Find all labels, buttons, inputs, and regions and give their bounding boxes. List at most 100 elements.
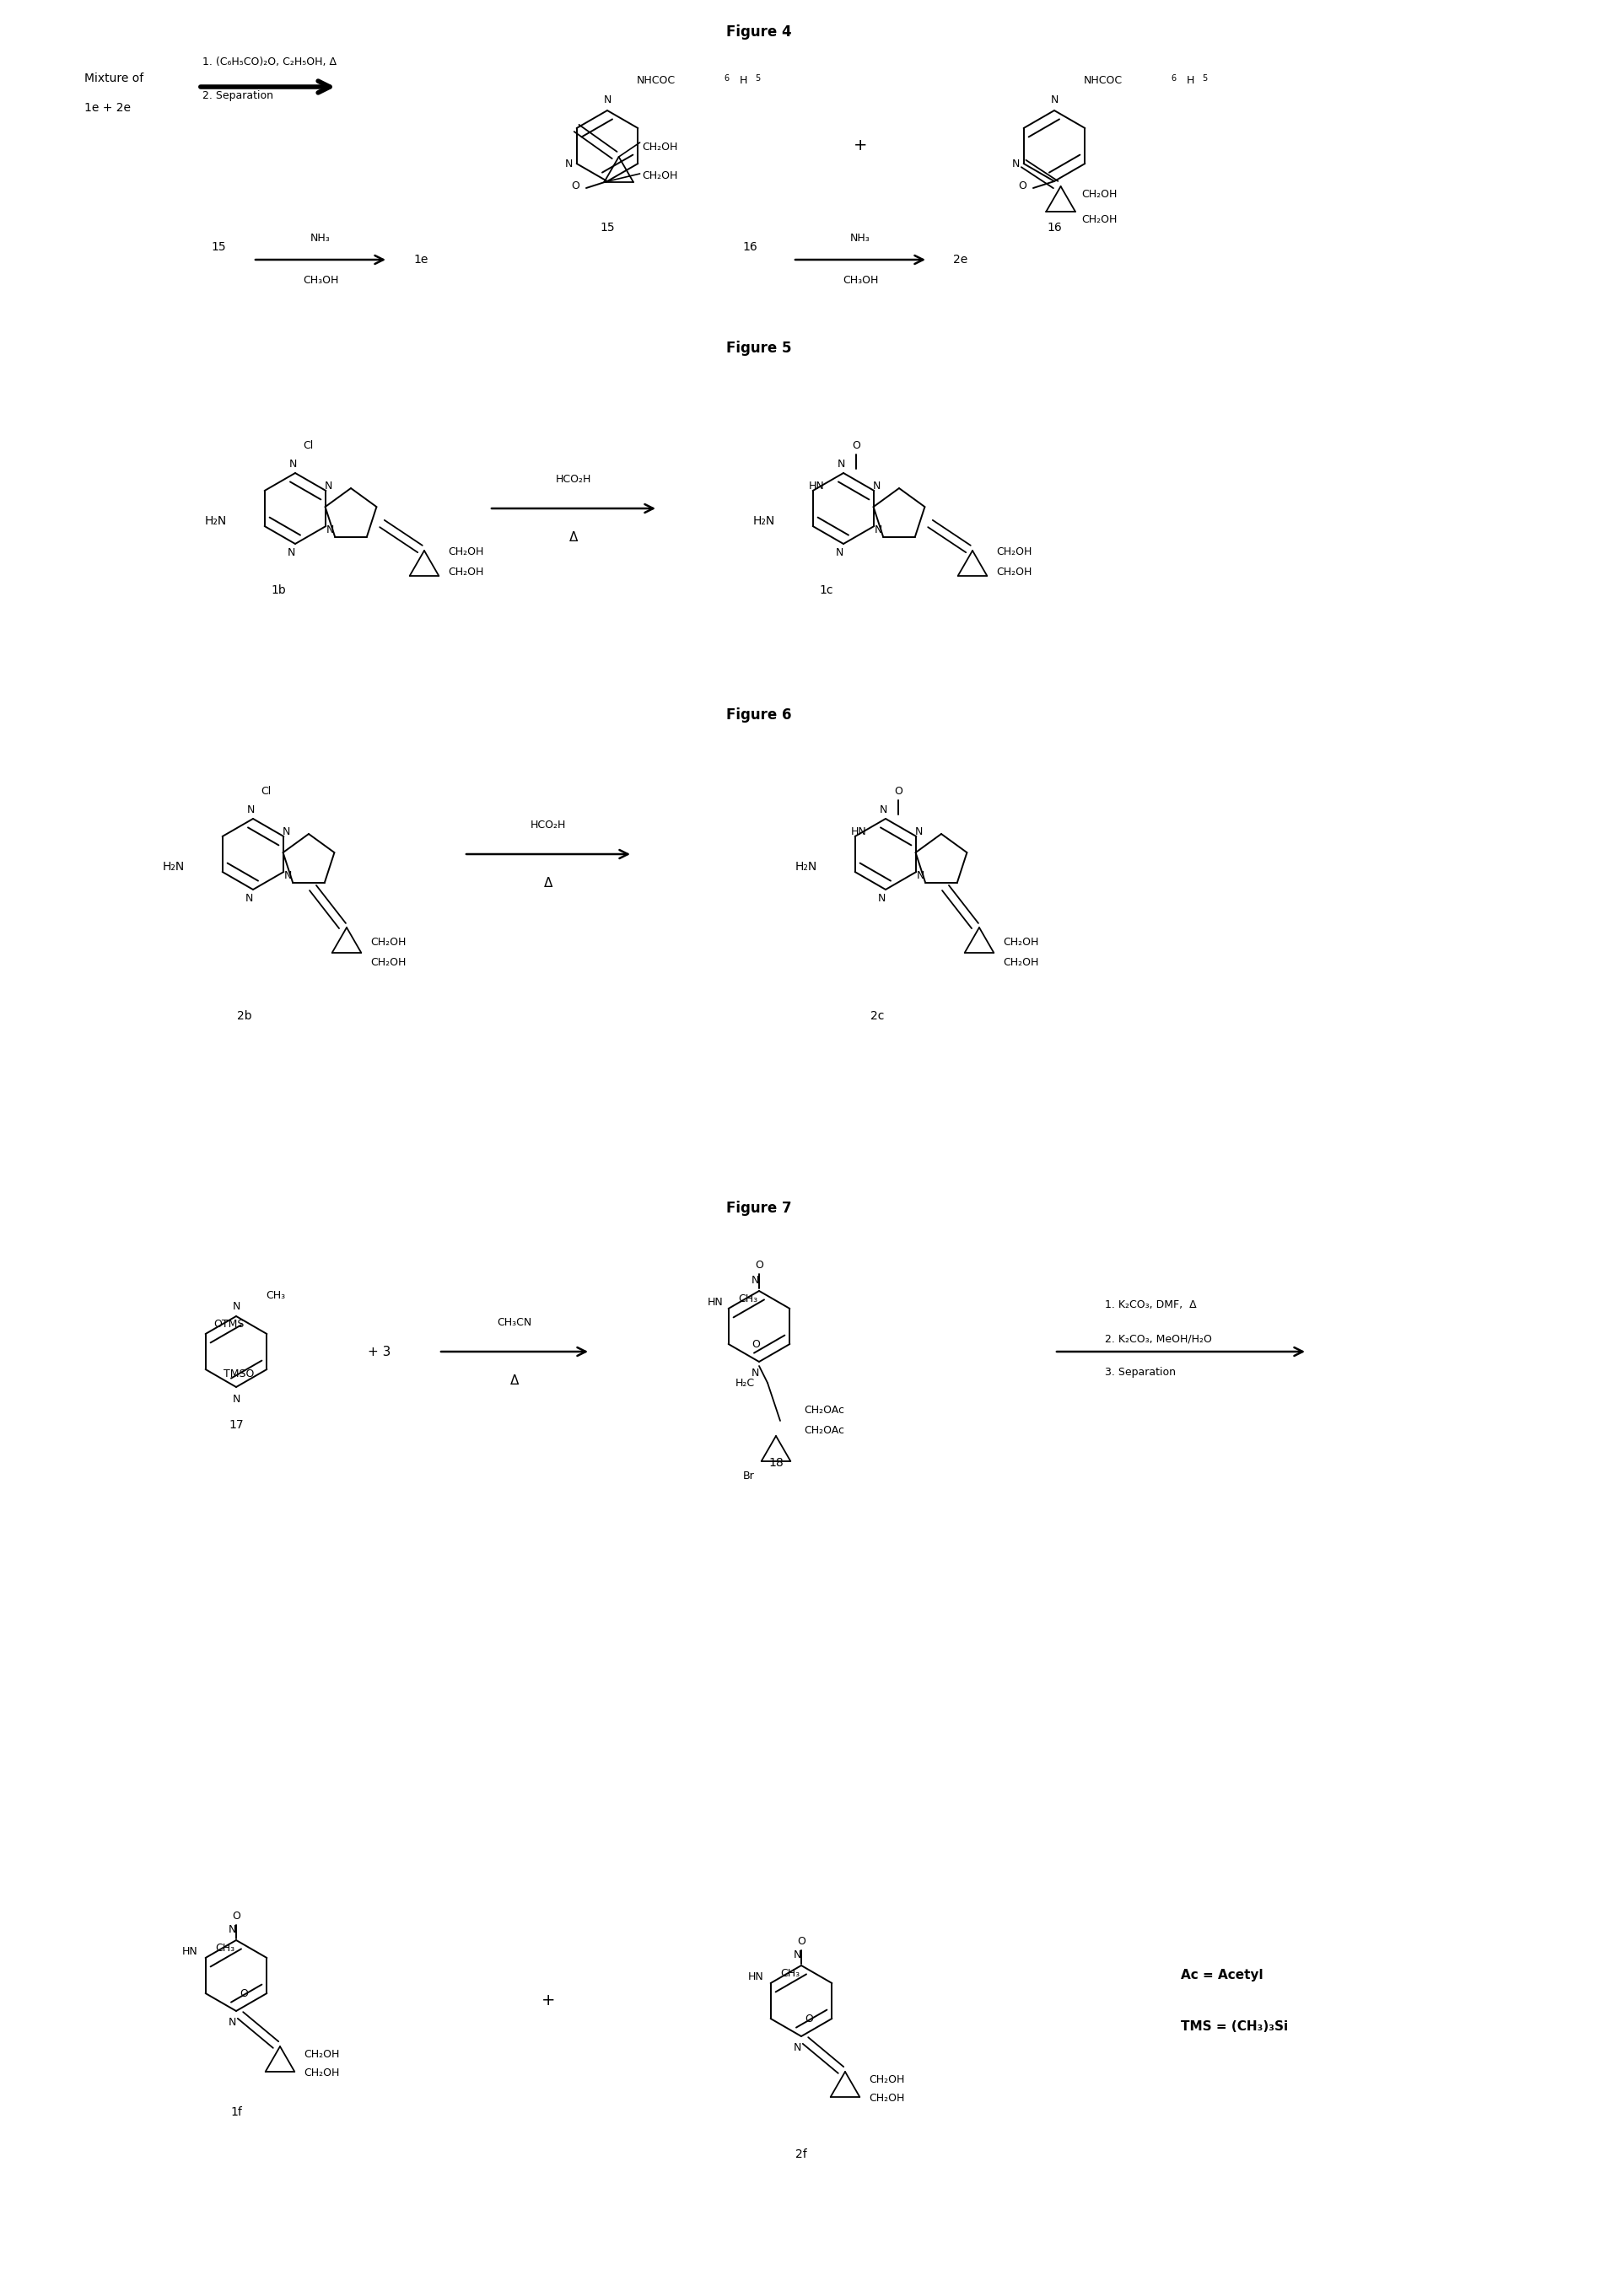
- Text: H₂C: H₂C: [736, 1378, 755, 1389]
- Text: Figure 5: Figure 5: [726, 340, 792, 356]
- Text: CH₂OH: CH₂OH: [304, 2050, 339, 2060]
- Text: Cl: Cl: [261, 785, 270, 797]
- Text: CH₂OH: CH₂OH: [448, 546, 483, 558]
- Text: CH₂OH: CH₂OH: [1003, 937, 1038, 948]
- Text: 2. Separation: 2. Separation: [203, 90, 274, 101]
- Text: 15: 15: [211, 241, 226, 253]
- Text: N: N: [246, 806, 254, 815]
- Text: N: N: [915, 827, 923, 838]
- Text: O: O: [805, 2014, 813, 2025]
- Text: O: O: [894, 785, 902, 797]
- Text: O: O: [797, 1936, 805, 1947]
- Text: HCO₂H: HCO₂H: [555, 473, 592, 484]
- Text: H₂N: H₂N: [795, 861, 818, 872]
- Text: CH₂OH: CH₂OH: [997, 567, 1032, 576]
- Text: CH₃: CH₃: [266, 1290, 285, 1300]
- Text: N: N: [917, 870, 925, 882]
- Text: N: N: [872, 482, 880, 491]
- Text: N: N: [874, 526, 882, 535]
- Text: CH₂OH: CH₂OH: [1003, 957, 1038, 969]
- Text: 1c: 1c: [819, 583, 834, 597]
- Text: TMS = (CH₃)₃Si: TMS = (CH₃)₃Si: [1181, 2020, 1288, 2032]
- Text: N: N: [325, 482, 333, 491]
- Text: 6: 6: [723, 73, 730, 83]
- Text: CH₂OH: CH₂OH: [997, 546, 1032, 558]
- Text: CH₂OH: CH₂OH: [869, 2094, 904, 2103]
- Text: CH₂OH: CH₂OH: [642, 142, 678, 152]
- Text: N: N: [286, 546, 294, 558]
- Text: 1b: 1b: [270, 583, 286, 597]
- Text: H₂N: H₂N: [205, 514, 227, 528]
- Text: NHCOC: NHCOC: [1083, 76, 1123, 87]
- Text: Figure 6: Figure 6: [726, 707, 792, 723]
- Text: N: N: [565, 158, 573, 170]
- Text: 2c: 2c: [870, 1010, 885, 1022]
- Text: 16: 16: [1046, 223, 1062, 234]
- Text: CH₃: CH₃: [739, 1293, 758, 1304]
- Text: H: H: [1187, 76, 1195, 87]
- Text: CH₂OH: CH₂OH: [370, 957, 406, 969]
- Text: CH₃: CH₃: [216, 1942, 235, 1954]
- Text: CH₃OH: CH₃OH: [302, 276, 338, 287]
- Text: N: N: [227, 1924, 235, 1936]
- Text: N: N: [603, 94, 611, 106]
- Text: 2. K₂CO₃, MeOH/H₂O: 2. K₂CO₃, MeOH/H₂O: [1106, 1334, 1211, 1345]
- Text: 1e + 2e: 1e + 2e: [85, 101, 131, 115]
- Text: 15: 15: [600, 223, 614, 234]
- Text: CH₃OH: CH₃OH: [843, 276, 878, 287]
- Text: Δ: Δ: [510, 1375, 518, 1387]
- Text: 5: 5: [1202, 73, 1206, 83]
- Text: NH₃: NH₃: [850, 234, 870, 243]
- Text: OTMS: OTMS: [214, 1318, 245, 1329]
- Text: N: N: [1050, 94, 1058, 106]
- Text: 17: 17: [229, 1419, 243, 1430]
- Text: NHCOC: NHCOC: [637, 76, 675, 87]
- Text: +: +: [541, 1993, 555, 2009]
- Text: N: N: [283, 870, 291, 882]
- Text: + 3: + 3: [368, 1345, 390, 1357]
- Text: 1e: 1e: [413, 255, 427, 266]
- Text: N: N: [794, 2043, 802, 2053]
- Text: 3. Separation: 3. Separation: [1106, 1366, 1176, 1378]
- Text: CH₂OH: CH₂OH: [642, 170, 678, 181]
- Text: N: N: [794, 1949, 802, 1961]
- Text: CH₂OH: CH₂OH: [1082, 188, 1117, 200]
- Text: HN: HN: [851, 827, 867, 838]
- Text: 5: 5: [755, 73, 760, 83]
- Text: O: O: [240, 1988, 248, 2000]
- Text: CH₃: CH₃: [781, 1968, 800, 1979]
- Text: 16: 16: [742, 241, 757, 253]
- Text: Δ: Δ: [570, 533, 578, 544]
- Text: 1. (C₆H₅CO)₂O, C₂H₅OH, Δ: 1. (C₆H₅CO)₂O, C₂H₅OH, Δ: [203, 55, 336, 67]
- Text: H₂N: H₂N: [163, 861, 186, 872]
- Text: O: O: [1018, 181, 1027, 193]
- Text: 18: 18: [768, 1458, 784, 1469]
- Text: CH₂OH: CH₂OH: [304, 2069, 339, 2078]
- Text: N: N: [750, 1368, 758, 1380]
- Text: Ac = Acetyl: Ac = Acetyl: [1181, 1970, 1262, 1981]
- Text: N: N: [750, 1274, 758, 1286]
- Text: N: N: [837, 459, 845, 471]
- Text: CH₂OH: CH₂OH: [448, 567, 483, 576]
- Text: +: +: [853, 138, 867, 154]
- Text: HN: HN: [810, 482, 826, 491]
- Text: O: O: [232, 1910, 240, 1922]
- Text: CH₃CN: CH₃CN: [498, 1316, 531, 1327]
- Text: CH₂OAc: CH₂OAc: [803, 1426, 845, 1437]
- Text: CH₂OAc: CH₂OAc: [803, 1405, 845, 1417]
- Text: 2e: 2e: [954, 255, 968, 266]
- Text: Mixture of: Mixture of: [85, 73, 144, 85]
- Text: O: O: [755, 1261, 763, 1272]
- Text: HN: HN: [182, 1947, 198, 1958]
- Text: N: N: [878, 806, 886, 815]
- Text: 6: 6: [1171, 73, 1176, 83]
- Text: H: H: [739, 76, 747, 87]
- Text: N: N: [227, 2018, 235, 2027]
- Text: N: N: [245, 893, 253, 902]
- Text: NH₃: NH₃: [310, 234, 331, 243]
- Text: CH₂OH: CH₂OH: [869, 2076, 904, 2085]
- Text: HN: HN: [707, 1297, 723, 1309]
- Text: Br: Br: [744, 1472, 755, 1481]
- Text: 1. K₂CO₃, DMF,  Δ: 1. K₂CO₃, DMF, Δ: [1106, 1300, 1197, 1311]
- Text: N: N: [232, 1300, 240, 1311]
